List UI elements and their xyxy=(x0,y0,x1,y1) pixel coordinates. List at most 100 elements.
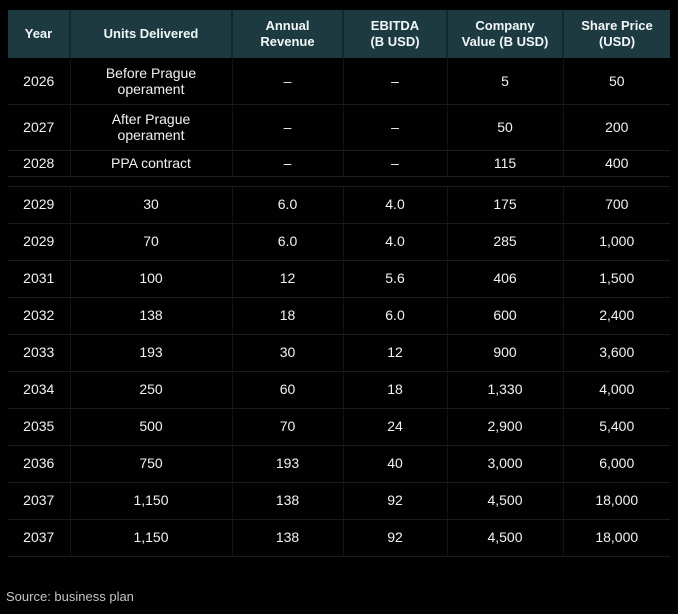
table-cell-ebitda: 18 xyxy=(342,371,447,409)
table-cell-year: 2028 xyxy=(8,150,70,177)
table-row: 2037 1,150 138 92 4,500 18,000 xyxy=(8,482,670,520)
table-cell-company-value: 175 xyxy=(446,186,563,224)
column-header-units-delivered: Units Delivered xyxy=(69,10,232,58)
table-cell-share-price: 4,000 xyxy=(562,371,670,409)
table-row: 2034 250 60 18 1,330 4,000 xyxy=(8,371,670,409)
table-cell-year: 2037 xyxy=(8,519,70,557)
table-cell-units-delivered: After Prague operament xyxy=(69,104,232,151)
table-cell-year: 2029 xyxy=(8,223,70,261)
cell-text: After Prague operament xyxy=(111,110,191,143)
table-row: 2026 Before Prague operament – –5 50 xyxy=(8,58,670,105)
table-cell-year: 2033 xyxy=(8,334,70,372)
table-header: Year Units Delivered Annual Revenue EBITDA … xyxy=(8,10,670,58)
table-row: 2029 70 6.0 4.0 285 1,000 xyxy=(8,223,670,261)
table-row: 2033 193 30 12 900 3,600 xyxy=(8,334,670,372)
table-cell-share-price: 2,400 xyxy=(562,297,670,335)
table-cell-units-delivered: PPA contract xyxy=(69,150,232,177)
table-cell-ebitda: 40 xyxy=(342,445,447,483)
table-cell-year: 2026 xyxy=(8,58,70,105)
column-header-share-price: Share Price (USD) xyxy=(562,10,670,58)
table-cell-share-price: 3,600 xyxy=(562,334,670,372)
table-cell-year: 2037 xyxy=(8,482,70,520)
table-cell-company-value: 285 xyxy=(446,223,563,261)
table-cell-annual-revenue: 138 xyxy=(231,519,343,557)
table-row: 2036 750 193 40 3,000 6,000 xyxy=(8,445,670,483)
table-cell-units-delivered: 30 xyxy=(69,186,232,224)
table-cell-share-price: 6,000 xyxy=(562,445,670,483)
table-cell-annual-revenue: 193 xyxy=(231,445,343,483)
table-cell-year: 2032 xyxy=(8,297,70,335)
table-cell-annual-revenue: 138 xyxy=(231,482,343,520)
table-row: 2031 100 12 5.6 406 1,500 xyxy=(8,260,670,298)
projection-table: Year Units Delivered Annual Revenue EBITDA … xyxy=(8,10,670,557)
table-cell-units-delivered: 138 xyxy=(69,297,232,335)
table-cell-units-delivered: Before Prague operament xyxy=(69,58,232,105)
table-cell-company-value: 2,900 xyxy=(446,408,563,446)
section-divider xyxy=(8,176,670,187)
table-cell-annual-revenue: 60 xyxy=(231,371,343,409)
table-cell-units-delivered: 250 xyxy=(69,371,232,409)
table-cell-annual-revenue: 18 xyxy=(231,297,343,335)
table-cell-company-value: 1,330 xyxy=(446,371,563,409)
table-cell-ebitda: 92 xyxy=(342,482,447,520)
table-cell-annual-revenue: – xyxy=(231,58,343,105)
table-cell-units-delivered: 100 xyxy=(69,260,232,298)
table-cell-ebitda: 92 xyxy=(342,519,447,557)
table-cell-units-delivered: 70 xyxy=(69,223,232,261)
table-cell-year: 2027 xyxy=(8,104,70,151)
table-cell-annual-revenue: – xyxy=(231,150,343,177)
table-cell-annual-revenue: 6.0 xyxy=(231,223,343,261)
table-cell-company-value: 5 xyxy=(446,58,563,105)
source-note: Source: business plan xyxy=(6,589,134,604)
table-cell-company-value: 3,000 xyxy=(446,445,563,483)
table-cell-year: 2035 xyxy=(8,408,70,446)
table-cell-company-value: 4,500 xyxy=(446,482,563,520)
table-cell-share-price: 18,000 xyxy=(562,482,670,520)
table-cell-ebitda: – xyxy=(342,58,447,105)
table-cell-share-price: 1,500 xyxy=(562,260,670,298)
table-cell-company-value: 406 xyxy=(446,260,563,298)
table-cell-units-delivered: 500 xyxy=(69,408,232,446)
table-cell-units-delivered: 1,150 xyxy=(69,482,232,520)
table-cell-year: 2029 xyxy=(8,186,70,224)
table-cell-units-delivered: 750 xyxy=(69,445,232,483)
table-cell-year: 2031 xyxy=(8,260,70,298)
table-cell-ebitda: 5.6 xyxy=(342,260,447,298)
table-cell-ebitda: 12 xyxy=(342,334,447,372)
table-cell-annual-revenue: 12 xyxy=(231,260,343,298)
table-row: 2029 30 6.0 4.0 175 700 xyxy=(8,186,670,224)
table-cell-share-price: 1,000 xyxy=(562,223,670,261)
table-cell-company-value: 115 xyxy=(446,150,563,177)
header-row: Year Units Delivered Annual Revenue EBITDA … xyxy=(8,10,670,58)
table-cell-year: 2036 xyxy=(8,445,70,483)
table-cell-ebitda: – xyxy=(342,150,447,177)
table-cell-ebitda: 4.0 xyxy=(342,186,447,224)
table-cell-company-value: 50 xyxy=(446,104,563,151)
table-cell-year: 2034 xyxy=(8,371,70,409)
table-body: 2026 Before Prague operament – –5 50 2027 Afte… xyxy=(8,58,670,557)
table-cell-units-delivered: 1,150 xyxy=(69,519,232,557)
table-cell-share-price: 5,400 xyxy=(562,408,670,446)
table-cell-annual-revenue: 6.0 xyxy=(231,186,343,224)
table-cell-share-price: 50 xyxy=(562,58,670,105)
column-header-year: Year xyxy=(8,10,70,58)
table-row: 2035 500 70 24 2,900 5,400 xyxy=(8,408,670,446)
table-cell-share-price: 200 xyxy=(562,104,670,151)
table-cell-ebitda: 4.0 xyxy=(342,223,447,261)
table-cell-ebitda: – xyxy=(342,104,447,151)
table-cell-annual-revenue: 70 xyxy=(231,408,343,446)
table-row: 2037 1,150 138 92 4,500 18,000 xyxy=(8,519,670,557)
column-header-company-value: Company Value (B USD) xyxy=(446,10,563,58)
table-cell-company-value: 900 xyxy=(446,334,563,372)
table-row: 2027 After Prague operament – –50 200 xyxy=(8,104,670,151)
table-row: 2032 138 18 6.0 600 2,400 xyxy=(8,297,670,335)
cell-text: Before Prague operament xyxy=(105,64,197,97)
table-row: 2028 PPA contract – –115 400 xyxy=(8,150,670,177)
column-header-ebitda: EBITDA (B USD) xyxy=(342,10,447,58)
table-cell-ebitda: 6.0 xyxy=(342,297,447,335)
table-cell-annual-revenue: – xyxy=(231,104,343,151)
table-cell-share-price: 18,000 xyxy=(562,519,670,557)
column-header-annual-revenue: Annual Revenue xyxy=(231,10,343,58)
table-cell-share-price: 700 xyxy=(562,186,670,224)
